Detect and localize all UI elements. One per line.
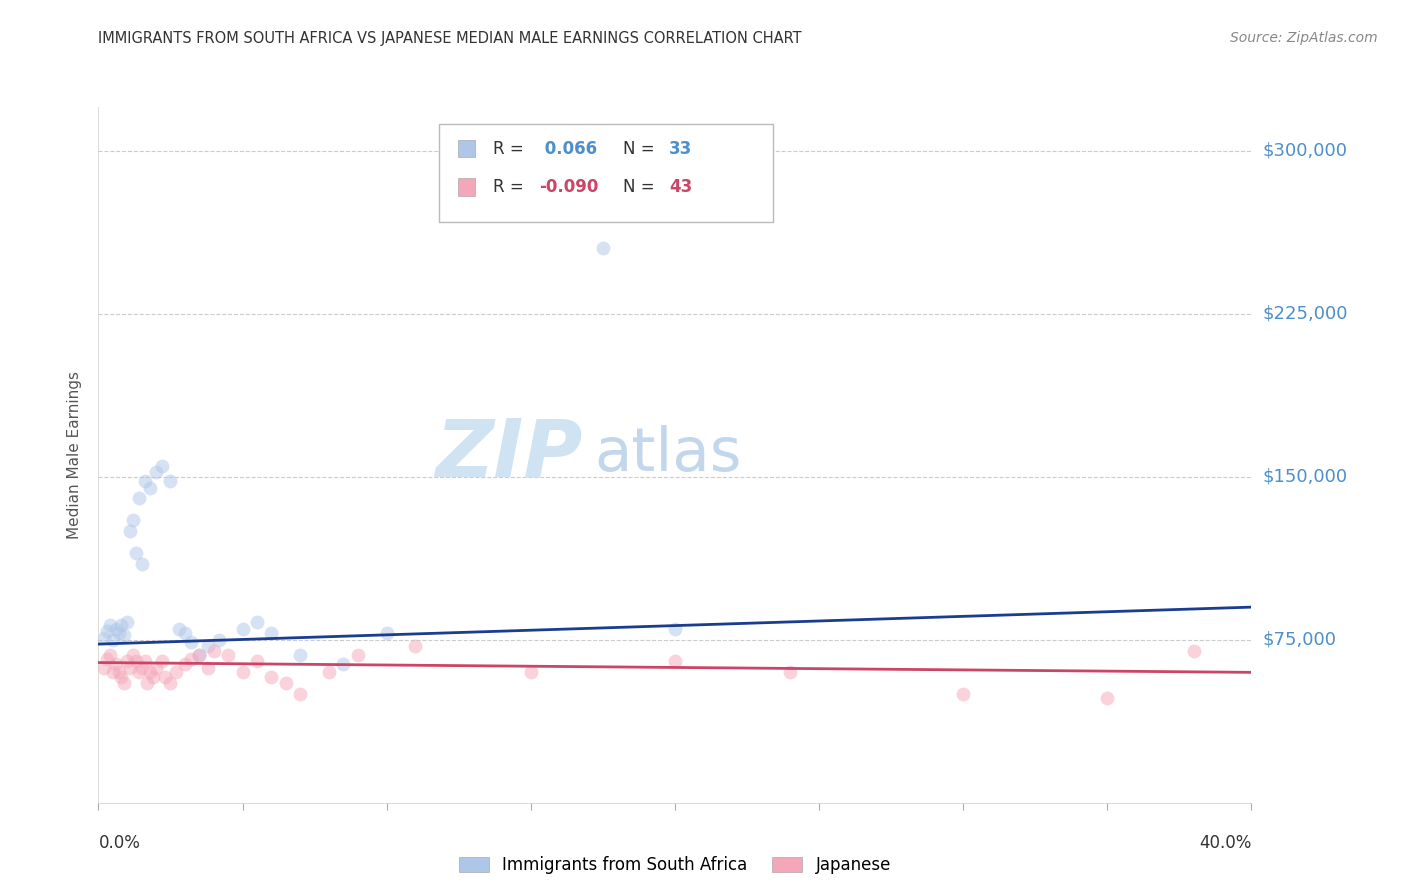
Text: R =: R = bbox=[492, 140, 523, 158]
Point bbox=[180, 652, 202, 666]
Text: N =: N = bbox=[623, 140, 655, 158]
Point bbox=[260, 626, 283, 640]
Point bbox=[952, 687, 974, 701]
Point bbox=[96, 652, 118, 666]
Point bbox=[274, 676, 297, 690]
Point bbox=[110, 670, 132, 684]
Point bbox=[101, 665, 124, 680]
Point bbox=[122, 513, 145, 527]
Point bbox=[136, 676, 159, 690]
Point bbox=[664, 622, 686, 636]
Point bbox=[197, 639, 219, 653]
Point bbox=[104, 657, 127, 671]
Point bbox=[93, 631, 115, 645]
Text: 0.066: 0.066 bbox=[538, 140, 598, 158]
Point bbox=[110, 617, 132, 632]
Point bbox=[107, 665, 129, 680]
Point bbox=[208, 632, 231, 647]
Point bbox=[217, 648, 239, 662]
Y-axis label: Median Male Earnings: Median Male Earnings bbox=[67, 371, 83, 539]
Point bbox=[188, 648, 211, 662]
Point bbox=[290, 648, 312, 662]
Point bbox=[346, 648, 368, 662]
Text: $75,000: $75,000 bbox=[1263, 631, 1337, 648]
Point bbox=[107, 626, 129, 640]
Point bbox=[231, 665, 254, 680]
Point bbox=[197, 661, 219, 675]
Point bbox=[131, 661, 153, 675]
Point bbox=[134, 655, 156, 669]
Point bbox=[332, 657, 354, 671]
Text: -0.090: -0.090 bbox=[538, 178, 598, 196]
Text: ZIP: ZIP bbox=[436, 416, 582, 494]
Point bbox=[145, 661, 167, 675]
Text: atlas: atlas bbox=[595, 425, 742, 484]
Point bbox=[180, 635, 202, 649]
Text: R =: R = bbox=[492, 178, 523, 196]
Point bbox=[318, 665, 340, 680]
Text: 43: 43 bbox=[669, 178, 692, 196]
Point bbox=[96, 624, 118, 638]
Point bbox=[142, 670, 165, 684]
Text: 0.0%: 0.0% bbox=[98, 834, 141, 852]
Point bbox=[117, 615, 138, 630]
Point bbox=[290, 687, 312, 701]
Point bbox=[167, 622, 190, 636]
Point bbox=[120, 524, 142, 538]
Point bbox=[120, 661, 142, 675]
Point bbox=[260, 670, 283, 684]
Point bbox=[188, 648, 211, 662]
Point bbox=[93, 661, 115, 675]
Text: $150,000: $150,000 bbox=[1263, 467, 1347, 485]
Point bbox=[159, 676, 181, 690]
Point bbox=[145, 466, 167, 480]
Point bbox=[165, 665, 187, 680]
Point bbox=[375, 626, 398, 640]
Point bbox=[125, 655, 148, 669]
Point bbox=[98, 648, 121, 662]
Bar bbox=[458, 178, 475, 195]
Point bbox=[122, 648, 145, 662]
Point bbox=[1097, 691, 1119, 706]
Point bbox=[520, 665, 543, 680]
Point bbox=[150, 458, 173, 473]
Point bbox=[246, 615, 269, 630]
Point bbox=[104, 622, 127, 636]
Point bbox=[664, 655, 686, 669]
Point bbox=[592, 241, 614, 255]
Point bbox=[153, 670, 176, 684]
Point bbox=[139, 481, 162, 495]
Point bbox=[128, 491, 150, 506]
Point bbox=[202, 643, 225, 657]
Point bbox=[101, 632, 124, 647]
Text: 33: 33 bbox=[669, 140, 692, 158]
Point bbox=[174, 657, 197, 671]
Point bbox=[779, 665, 801, 680]
Text: IMMIGRANTS FROM SOUTH AFRICA VS JAPANESE MEDIAN MALE EARNINGS CORRELATION CHART: IMMIGRANTS FROM SOUTH AFRICA VS JAPANESE… bbox=[98, 31, 801, 46]
Text: $225,000: $225,000 bbox=[1263, 304, 1348, 323]
Point bbox=[405, 639, 427, 653]
Point bbox=[128, 665, 150, 680]
Text: Source: ZipAtlas.com: Source: ZipAtlas.com bbox=[1230, 31, 1378, 45]
Point bbox=[112, 628, 135, 642]
Point bbox=[150, 655, 173, 669]
Point bbox=[112, 676, 135, 690]
Point bbox=[117, 655, 138, 669]
Point bbox=[134, 474, 156, 488]
Legend: Immigrants from South Africa, Japanese: Immigrants from South Africa, Japanese bbox=[453, 849, 897, 880]
Point bbox=[174, 626, 197, 640]
FancyBboxPatch shape bbox=[439, 124, 773, 222]
Point bbox=[131, 557, 153, 571]
Bar bbox=[458, 140, 475, 158]
Point bbox=[125, 546, 148, 560]
Point bbox=[1182, 643, 1205, 657]
Text: N =: N = bbox=[623, 178, 655, 196]
Text: 40.0%: 40.0% bbox=[1199, 834, 1251, 852]
Point bbox=[246, 655, 269, 669]
Point bbox=[139, 665, 162, 680]
Point bbox=[98, 617, 121, 632]
Text: $300,000: $300,000 bbox=[1263, 142, 1347, 160]
Point bbox=[231, 622, 254, 636]
Point bbox=[159, 474, 181, 488]
